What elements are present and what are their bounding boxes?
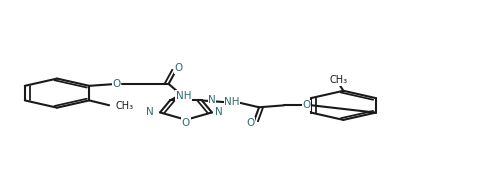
Text: NH: NH	[176, 91, 191, 100]
Text: O: O	[113, 79, 121, 89]
Text: CH₃: CH₃	[116, 101, 133, 111]
Text: O: O	[175, 63, 183, 73]
Text: NH: NH	[224, 97, 240, 107]
Text: N: N	[208, 95, 216, 106]
Text: CH₃: CH₃	[329, 75, 348, 85]
Text: O: O	[246, 118, 254, 128]
Text: N: N	[146, 107, 154, 117]
Text: N: N	[215, 107, 223, 117]
Text: O: O	[182, 118, 190, 128]
Text: O: O	[302, 100, 310, 110]
